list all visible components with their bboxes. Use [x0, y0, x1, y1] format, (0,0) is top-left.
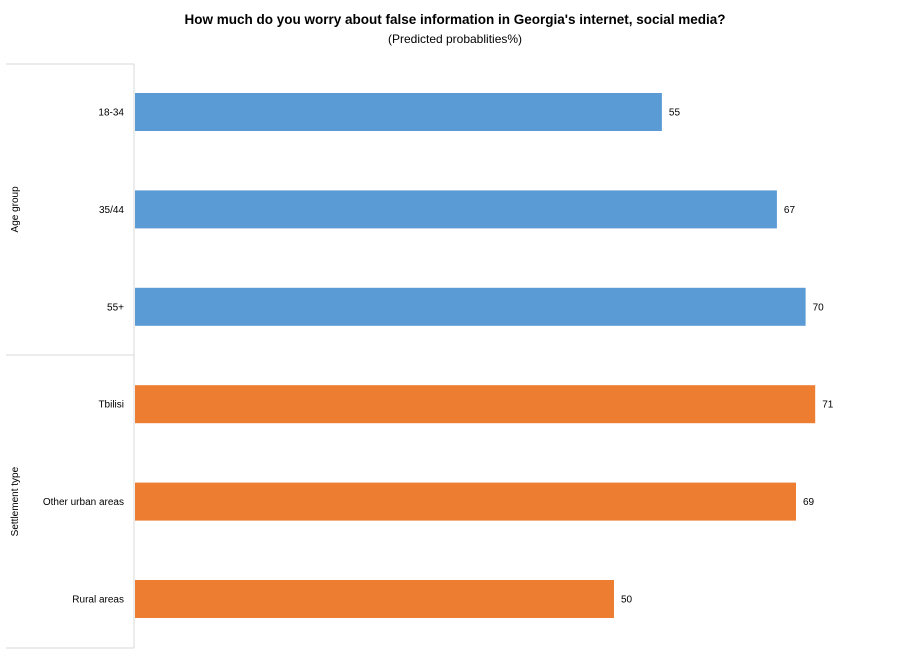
group-label: Settlement type	[10, 466, 21, 536]
category-label: 18-34	[98, 108, 124, 119]
data-label: 50	[621, 595, 633, 606]
data-label: 69	[803, 497, 815, 508]
bar	[135, 482, 796, 521]
bar	[135, 385, 816, 424]
data-label: 70	[813, 302, 825, 313]
category-label: 55+	[107, 302, 124, 313]
data-label: 55	[669, 108, 681, 119]
group-label: Age group	[10, 186, 21, 233]
category-label: 35/44	[99, 205, 124, 216]
chart-title: How much do you worry about false inform…	[184, 12, 726, 27]
category-label: Tbilisi	[98, 400, 124, 411]
data-label: 67	[784, 205, 796, 216]
bar	[135, 580, 614, 618]
category-label: Other urban areas	[43, 497, 124, 508]
category-label: Rural areas	[72, 595, 124, 606]
bar	[135, 287, 806, 326]
data-label: 71	[822, 400, 834, 411]
bar	[135, 93, 662, 131]
chart-subtitle: (Predicted probablities%)	[387, 32, 523, 46]
bar	[135, 190, 777, 229]
